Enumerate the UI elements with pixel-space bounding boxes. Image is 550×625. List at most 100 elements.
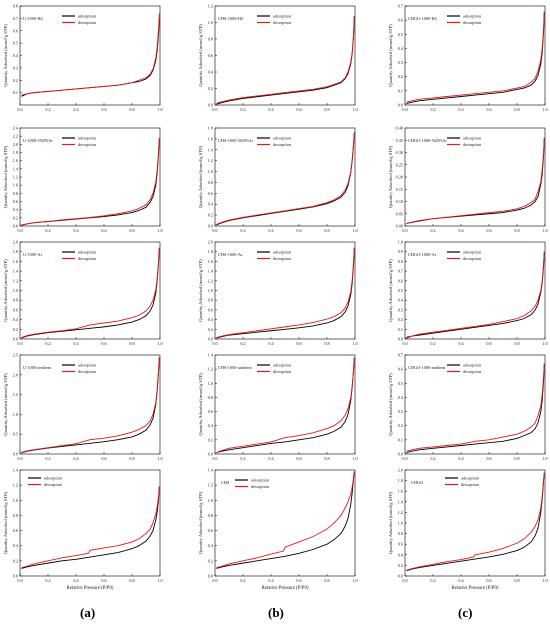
y-tick-label: 0.40 [396, 126, 403, 131]
adsorption-curve [21, 18, 160, 97]
x-tick-label: 0.4 [458, 341, 464, 346]
legend-label-desorption: desorption [273, 142, 292, 147]
isotherm-panel-5: 0.0 0.2 0.4 0.6 0.8 1.0 0.0 0.2 0.4 0.6 0.8 1.0 1.2 1… [198, 126, 358, 234]
legend-label-desorption: desorption [463, 142, 482, 147]
y-tick-label: 0.4 [13, 543, 19, 548]
x-tick-label: 0.0 [17, 456, 22, 461]
y-tick-label: 0.2 [398, 317, 403, 322]
y-tick-label: 0.6 [208, 528, 213, 533]
y-tick-label: 1.8 [208, 126, 213, 131]
y-tick-label: 1.2 [13, 278, 18, 283]
isotherm-panel-13: 0.0 0.2 0.4 0.6 0.8 1.0 0.0 0.2 0.4 0.6 0.8 1.0 1.2 1… [3, 468, 163, 592]
y-tick-label: 0.6 [398, 542, 403, 547]
y-tick-label: 0.9 [398, 249, 403, 254]
sample-label: U-1000-H2 [23, 16, 43, 21]
x-tick-label: 0.8 [324, 107, 329, 112]
y-tick-label: 1.6 [13, 259, 18, 264]
y-tick-label: 2.0 [13, 240, 18, 245]
y-tick-label: 0.0 [398, 574, 403, 579]
y-axis-label: Quantity Adsorbed (mmol/g STP) [3, 145, 8, 208]
x-tick-label: 0.4 [458, 578, 464, 583]
y-axis-label: Quantity Adsorbed (mmol/g STP) [3, 259, 8, 322]
x-tick-label: 0.0 [17, 228, 22, 233]
y-tick-label: 0.5 [398, 32, 403, 37]
x-tick-label: 0.0 [402, 456, 407, 461]
y-tick-label: 0.0 [13, 224, 18, 229]
y-tick-label: 0.05 [396, 211, 403, 216]
sample-label: CHGO-1000-ambient [408, 365, 446, 370]
x-tick-label: 0.4 [73, 107, 79, 112]
y-tick-label: 1.4 [13, 166, 19, 171]
y-tick-label: 0.2 [208, 437, 213, 442]
y-tick-label: 0.1 [398, 437, 403, 442]
x-tick-label: 0.6 [296, 107, 301, 112]
desorption-curve [216, 247, 355, 338]
x-tick-label: 0.8 [129, 228, 134, 233]
plot-frame [214, 354, 356, 455]
y-tick-label: 0.0 [398, 337, 403, 342]
y-tick-label: 0.6 [13, 28, 18, 33]
y-tick-label: 0.8 [13, 191, 18, 196]
y-tick-label: 1.6 [398, 489, 403, 494]
legend-label-adsorption: adsorption [463, 136, 482, 141]
sample-label: CHGO-1000-Ar [408, 252, 437, 257]
y-tick-label: 0.3 [398, 409, 403, 414]
y-tick-label: 0.0 [13, 337, 18, 342]
desorption-curve [216, 471, 355, 569]
x-tick-label: 0.2 [45, 107, 50, 112]
x-tick-label: 0.6 [486, 456, 491, 461]
x-tick-label: 0.4 [73, 341, 79, 346]
x-tick-label: 0.0 [212, 107, 217, 112]
y-tick-label: 0.6 [398, 278, 403, 283]
x-tick-label: 0.8 [324, 341, 329, 346]
x-tick-label: 1.0 [352, 578, 357, 583]
sample-label: CHS-1000-H2 [218, 16, 243, 21]
desorption-curve [216, 15, 355, 104]
y-tick-label: 1.4 [208, 147, 214, 152]
isotherm-panel-4: 0.0 0.2 0.4 0.6 0.8 1.0 0.0 0.2 0.4 0.6 0.8 1.0 1.2 1… [3, 126, 163, 234]
legend-label-adsorption: adsorption [273, 250, 292, 255]
x-tick-label: 0.6 [101, 578, 106, 583]
adsorption-curve [216, 471, 355, 569]
x-tick-label: 0.0 [17, 341, 22, 346]
x-tick-label: 1.0 [542, 341, 547, 346]
y-tick-label: 1.6 [13, 158, 18, 163]
y-tick-label: 0.10 [396, 199, 403, 204]
y-tick-label: 0.6 [398, 18, 403, 23]
sample-label: CHS [221, 480, 230, 485]
y-tick-label: 0.6 [208, 409, 213, 414]
x-tick-label: 0.8 [129, 341, 134, 346]
x-tick-label: 0.0 [17, 107, 22, 112]
y-tick-label: 1.2 [398, 510, 403, 515]
x-tick-label: 0.6 [296, 578, 301, 583]
legend-label-adsorption: adsorption [78, 136, 97, 141]
y-tick-label: 0.8 [398, 531, 403, 536]
legend-label-desorption: desorption [273, 369, 292, 374]
desorption-curve [21, 138, 160, 226]
x-tick-label: 1.0 [352, 456, 357, 461]
legend-label-adsorption: adsorption [273, 136, 292, 141]
x-tick-label: 0.6 [486, 341, 491, 346]
x-tick-label: 0.8 [129, 578, 134, 583]
legend-label-desorption: desorption [78, 369, 97, 374]
isotherm-panel-9: 0.0 0.2 0.4 0.6 0.8 1.0 0.0 0.1 0.2 0.3 0.4 0.5 0.6 0… [388, 240, 548, 347]
x-tick-label: 0.0 [212, 341, 217, 346]
x-tick-label: 0.0 [402, 228, 407, 233]
desorption-curve [406, 251, 545, 338]
y-tick-label: 0.2 [398, 563, 403, 568]
y-tick-label: 0.8 [208, 395, 213, 400]
y-tick-label: 0.4 [208, 202, 214, 207]
x-tick-label: 0.4 [268, 456, 274, 461]
y-axis-label: Quantity Adsorbed (mmol/g STP) [198, 259, 203, 322]
isotherm-panel-10: 0.0 0.2 0.4 0.6 0.8 1.0 0.0 0.5 1.0 1.5 2.0 2.5 Quan… [3, 353, 163, 462]
x-tick-label: 0.8 [324, 456, 329, 461]
desorption-curve [216, 357, 355, 454]
